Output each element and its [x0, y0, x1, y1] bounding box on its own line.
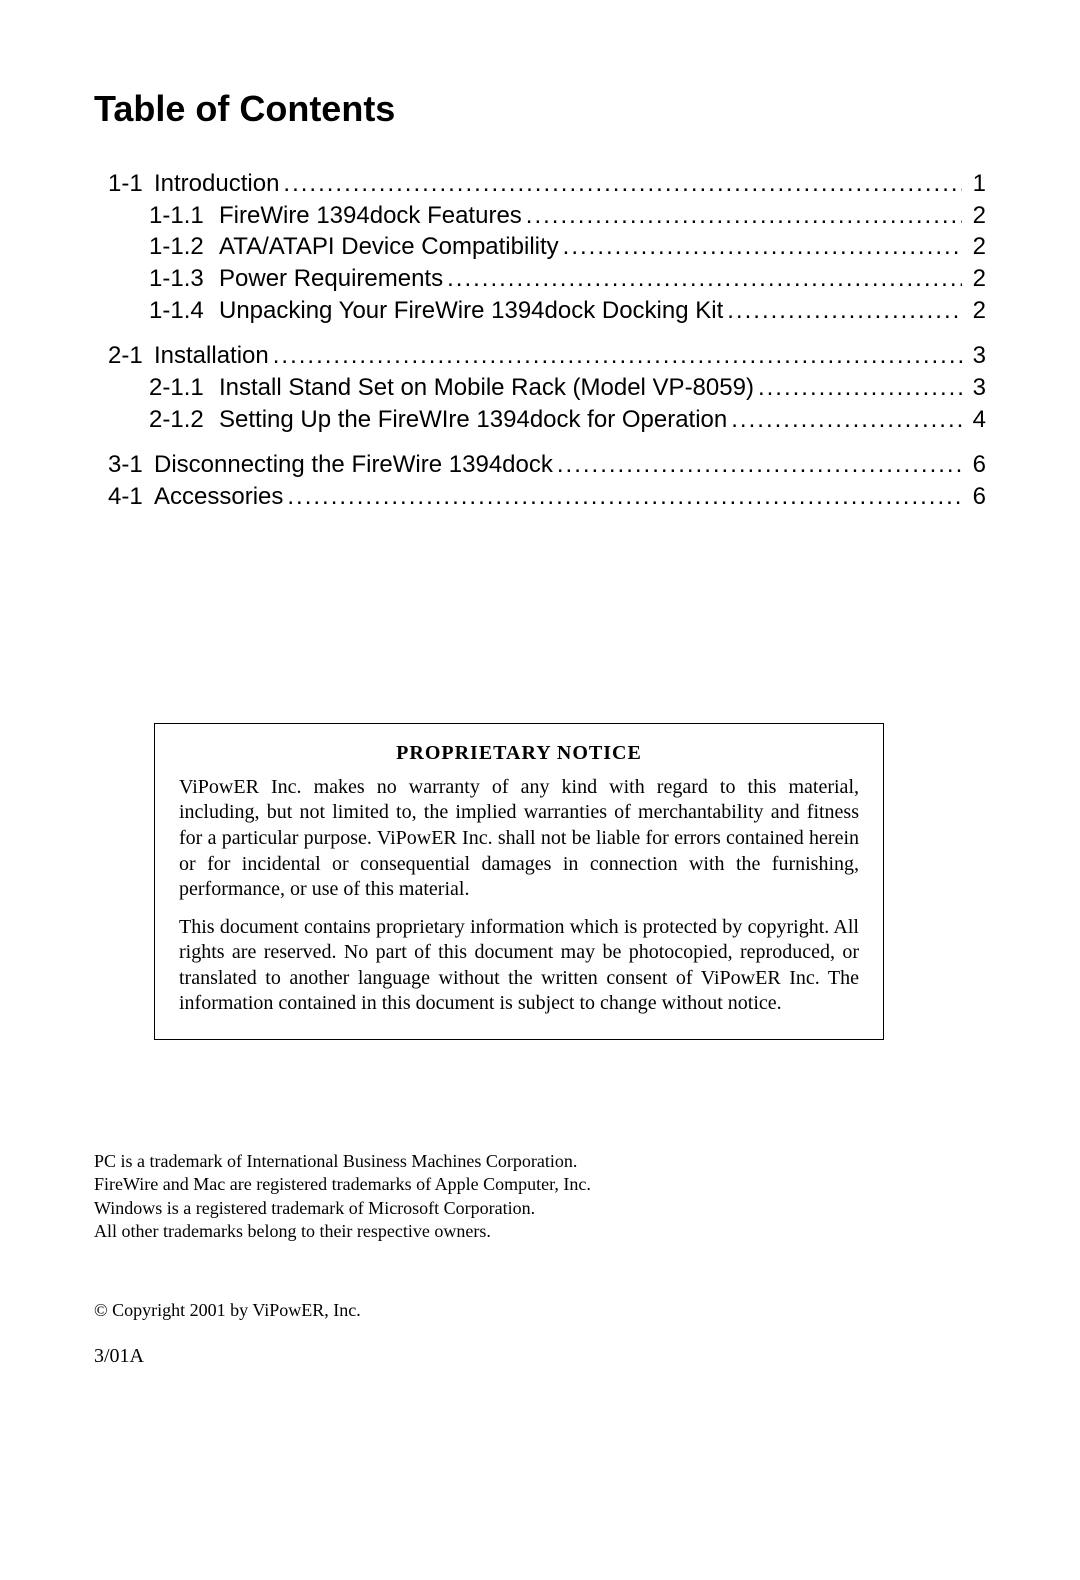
toc-page-number: 6 — [968, 481, 986, 513]
toc-label: Setting Up the FireWIre 1394dock for Ope… — [219, 404, 727, 436]
notice-paragraph: This document contains proprietary infor… — [179, 915, 859, 1017]
trademarks-block: PC is a trademark of International Busin… — [94, 1150, 986, 1244]
notice-title: PROPRIETARY NOTICE — [179, 742, 859, 765]
toc-subentry: 2-1.2Setting Up the FireWIre 1394dock fo… — [94, 404, 986, 436]
proprietary-notice-box: PROPRIETARY NOTICE ViPowER Inc. makes no… — [154, 723, 884, 1040]
toc-number: 4-1 — [108, 481, 154, 513]
toc-number: 2-1 — [108, 340, 154, 372]
toc-leader-dots — [287, 481, 962, 513]
trademark-line: FireWire and Mac are registered trademar… — [94, 1173, 986, 1196]
toc-page-number: 2 — [968, 263, 986, 295]
toc-label: Accessories — [154, 481, 283, 513]
toc-label: FireWire 1394dock Features — [219, 200, 522, 232]
toc-page-number: 3 — [968, 372, 986, 404]
toc-page-number: 6 — [968, 449, 986, 481]
toc-subentry: 1-1.1FireWire 1394dock Features 2 — [94, 200, 986, 232]
toc-label: Disconnecting the FireWire 1394dock — [154, 449, 553, 481]
toc-entry: 1-1Introduction 1 — [94, 168, 986, 200]
toc-number: 3-1 — [108, 449, 154, 481]
toc-leader-dots — [563, 231, 962, 263]
toc-entry: 2-1Installation 3 — [94, 340, 986, 372]
copyright-line: © Copyright 2001 by ViPowER, Inc. — [94, 1300, 986, 1321]
toc-entry: 4-1Accessories 6 — [94, 481, 986, 513]
toc-label: Introduction — [154, 168, 279, 200]
toc-leader-dots — [447, 263, 962, 295]
toc-subentry: 2-1.1Install Stand Set on Mobile Rack (M… — [94, 372, 986, 404]
toc-page-number: 2 — [968, 200, 986, 232]
toc-subentry: 1-1.2ATA/ATAPI Device Compatibility 2 — [94, 231, 986, 263]
toc-leader-dots — [758, 372, 962, 404]
toc-page-number: 3 — [968, 340, 986, 372]
toc-number: 1-1.2 — [149, 231, 219, 263]
toc-leader-dots — [526, 200, 962, 232]
toc-page-number: 1 — [968, 168, 986, 200]
toc-label: Installation — [154, 340, 269, 372]
toc-subentry: 1-1.3Power Requirements 2 — [94, 263, 986, 295]
toc-label: Install Stand Set on Mobile Rack (Model … — [219, 372, 754, 404]
toc-label: ATA/ATAPI Device Compatibility — [219, 231, 559, 263]
page-title: Table of Contents — [94, 88, 986, 130]
toc-leader-dots — [283, 168, 962, 200]
trademark-line: Windows is a registered trademark of Mic… — [94, 1197, 986, 1220]
toc-number: 2-1.1 — [149, 372, 219, 404]
toc-label: Power Requirements — [219, 263, 443, 295]
toc-leader-dots — [727, 295, 962, 327]
toc-page-number: 2 — [968, 295, 986, 327]
toc-entry: 3-1Disconnecting the FireWire 1394dock 6 — [94, 449, 986, 481]
trademark-line: PC is a trademark of International Busin… — [94, 1150, 986, 1173]
toc-label: Unpacking Your FireWire 1394dock Docking… — [219, 295, 723, 327]
table-of-contents: 1-1Introduction11-1.1FireWire 1394dock F… — [94, 168, 986, 513]
toc-number: 1-1.4 — [149, 295, 219, 327]
notice-paragraph: ViPowER Inc. makes no warranty of any ki… — [179, 775, 859, 903]
toc-page-number: 4 — [968, 404, 986, 436]
toc-leader-dots — [273, 340, 962, 372]
toc-subentry: 1-1.4Unpacking Your FireWire 1394dock Do… — [94, 295, 986, 327]
toc-leader-dots — [731, 404, 962, 436]
toc-leader-dots — [557, 449, 962, 481]
toc-number: 1-1.3 — [149, 263, 219, 295]
toc-number: 2-1.2 — [149, 404, 219, 436]
revision-code: 3/01A — [94, 1345, 986, 1368]
trademark-line: All other trademarks belong to their res… — [94, 1220, 986, 1243]
toc-number: 1-1 — [108, 168, 154, 200]
toc-number: 1-1.1 — [149, 200, 219, 232]
toc-page-number: 2 — [968, 231, 986, 263]
